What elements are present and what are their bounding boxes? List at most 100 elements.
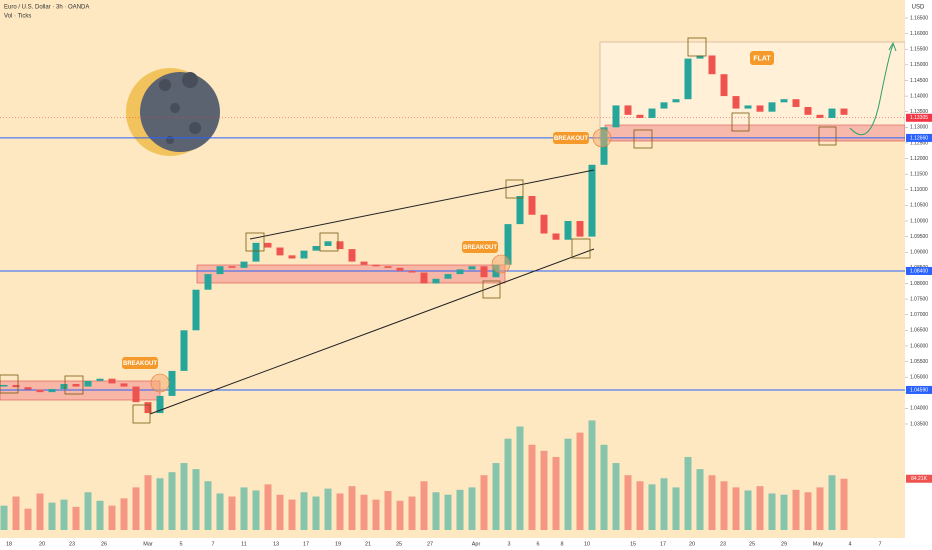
- candle: [180, 330, 188, 371]
- volume-bar: [588, 420, 596, 530]
- candle: [24, 387, 32, 390]
- y-tick-label: 1.10500: [910, 203, 928, 209]
- volume-bar: [96, 500, 104, 530]
- y-tick-label: 1.15500: [910, 47, 928, 53]
- volume-bar: [24, 508, 32, 530]
- volume-bar: [444, 494, 452, 530]
- volume-bar: [276, 494, 284, 530]
- candle: [0, 384, 8, 387]
- volume-bar: [468, 487, 476, 530]
- candle: [408, 270, 416, 273]
- x-tick-label: 23: [69, 541, 75, 547]
- candle: [372, 264, 380, 267]
- candle: [156, 395, 164, 414]
- volume-label: Vol · Ticks: [4, 14, 31, 20]
- volume-bar: [576, 432, 584, 530]
- volume-bar: [504, 438, 512, 530]
- candle: [60, 384, 68, 390]
- candle: [672, 99, 680, 103]
- candle: [96, 378, 104, 381]
- volume-bar: [180, 463, 188, 530]
- x-tick-label: 26: [101, 541, 107, 547]
- crater: [189, 122, 201, 134]
- candle: [228, 266, 236, 268]
- candle: [552, 233, 560, 240]
- candle: [564, 221, 572, 240]
- volume-bar: [456, 489, 464, 530]
- candle: [312, 245, 320, 251]
- candle: [360, 261, 368, 265]
- volume-bar: [768, 493, 776, 530]
- volume-bar: [348, 486, 356, 530]
- trend-line: [149, 248, 595, 415]
- x-tick-label: 29: [781, 541, 787, 547]
- x-tick-label: 18: [6, 541, 12, 547]
- y-tick-label: 1.12500: [910, 140, 928, 146]
- candle: [336, 241, 344, 250]
- candle: [468, 266, 476, 270]
- candle: [300, 250, 308, 259]
- x-tick-label: 13: [273, 541, 279, 547]
- crater: [159, 79, 171, 91]
- volume-bar: [36, 493, 44, 530]
- x-tick-label: 23: [720, 541, 726, 547]
- volume-bar: [204, 481, 212, 530]
- x-tick-label: Apr: [472, 541, 481, 547]
- annotation-badge: [122, 357, 158, 369]
- breakout-circle: [150, 373, 170, 393]
- y-tick-label: 1.12000: [910, 156, 928, 162]
- y-tick-label: 1.04000: [910, 406, 928, 412]
- candle: [192, 289, 200, 331]
- y-tick-label: 1.11500: [910, 171, 928, 177]
- chart-title: Euro / U.S. Dollar · 3h · OANDA: [4, 5, 89, 11]
- candle: [444, 274, 452, 279]
- candle: [780, 99, 788, 103]
- x-tick-label: 15: [630, 541, 636, 547]
- candle: [204, 274, 212, 290]
- candle: [588, 164, 596, 237]
- y-tick-label: 1.09000: [910, 250, 928, 256]
- x-tick-label: 6: [536, 541, 539, 547]
- y-tick-label: 1.08000: [910, 281, 928, 287]
- volume-bar: [120, 498, 128, 530]
- x-tick-label: 25: [396, 541, 402, 547]
- volume-bar: [672, 487, 680, 530]
- price-level-label: 1.04590: [910, 387, 928, 393]
- y-tick-label: 1.16000: [910, 31, 928, 37]
- candle: [840, 108, 848, 115]
- candle: [744, 105, 752, 109]
- support-zone: [196, 264, 506, 284]
- volume-bar: [564, 438, 572, 530]
- candle: [216, 266, 224, 275]
- annotation-badge: [750, 51, 774, 65]
- volume-bar: [420, 481, 428, 530]
- y-tick-label: 1.14500: [910, 78, 928, 84]
- volume-bar: [144, 475, 152, 530]
- x-tick-label: May: [813, 541, 824, 547]
- crater: [166, 136, 174, 144]
- x-tick-label: 19: [335, 541, 341, 547]
- volume-bar: [72, 506, 80, 530]
- volume-bar: [636, 481, 644, 530]
- x-tick-label: 7: [878, 541, 881, 547]
- x-tick-label: 27: [427, 541, 433, 547]
- volume-bar: [312, 496, 320, 530]
- x-tick-label: 17: [660, 541, 666, 547]
- price-level-tag: [906, 133, 932, 142]
- highlight-box: [482, 280, 501, 299]
- candle: [12, 384, 20, 388]
- volume-bar: [288, 499, 296, 530]
- volume-bar: [360, 494, 368, 530]
- price-level-label: 1.08400: [910, 268, 928, 274]
- volume-bar: [12, 496, 20, 530]
- highlight-box: [0, 374, 19, 394]
- highlight-box: [319, 232, 339, 252]
- candle: [816, 114, 824, 118]
- volume-bar: [684, 456, 692, 530]
- crater: [182, 72, 198, 88]
- x-tick-label: 10: [584, 541, 590, 547]
- candle: [264, 242, 272, 248]
- candle: [540, 214, 548, 234]
- volume-bar: [840, 478, 848, 530]
- volume-bar: [240, 487, 248, 530]
